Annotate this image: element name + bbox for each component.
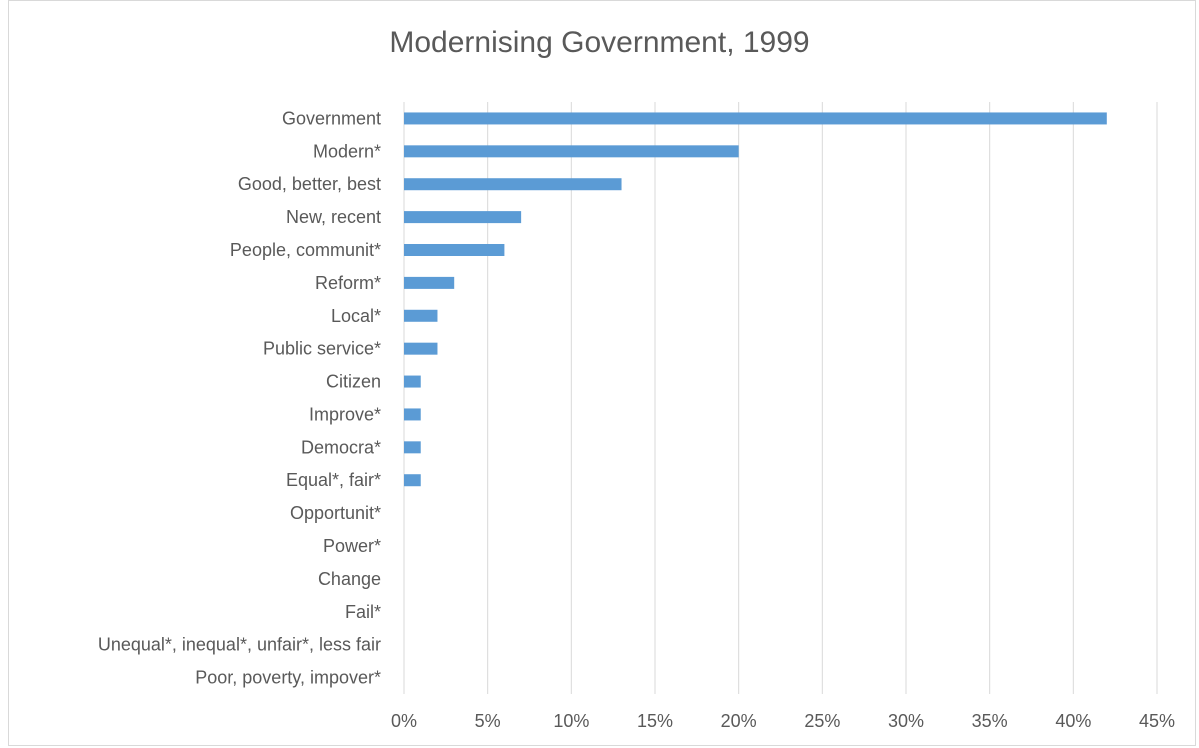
category-label: Modern*	[313, 141, 381, 161]
category-label: Poor, poverty, impover*	[195, 668, 381, 688]
category-label: Citizen	[326, 372, 381, 392]
x-tick-label: 25%	[804, 711, 840, 731]
category-label: Democra*	[301, 437, 381, 457]
bar	[404, 309, 438, 322]
bar	[404, 211, 522, 224]
bar	[404, 112, 1107, 125]
category-label: Public service*	[263, 339, 381, 359]
bar	[404, 244, 505, 256]
category-label: Change	[318, 569, 381, 589]
grid-lines	[403, 102, 1158, 694]
category-label: Reform*	[315, 273, 381, 293]
x-tick-label: 35%	[972, 711, 1008, 731]
category-label: Unequal*, inequal*, unfair*, less fair	[98, 635, 381, 655]
x-tick-label: 0%	[391, 711, 417, 731]
category-label: New, recent	[286, 207, 381, 227]
x-tick-label: 30%	[888, 711, 924, 731]
category-label: People, communit*	[230, 240, 381, 260]
bar	[404, 145, 739, 158]
category-label: Opportunit*	[290, 503, 381, 523]
bar	[404, 342, 438, 355]
bar	[404, 276, 455, 289]
bar	[404, 178, 622, 191]
bar	[404, 408, 421, 421]
category-label: Good, better, best	[238, 174, 381, 194]
category-label: Equal*, fair*	[286, 470, 381, 490]
category-label: Local*	[331, 306, 381, 326]
category-labels: Government Modern* Good, better, best New, …	[98, 108, 381, 687]
x-tick-label: 20%	[721, 711, 757, 731]
x-tick-label: 10%	[553, 711, 589, 731]
x-axis-tick-labels: 0% 5% 10% 15% 20% 25% 30% 35% 40% 45%	[391, 711, 1175, 731]
bars	[404, 112, 1107, 487]
category-label: Improve*	[309, 404, 381, 424]
category-label: Government	[282, 108, 381, 128]
category-label: Power*	[323, 536, 381, 556]
bar	[404, 474, 421, 487]
chart-title: Modernising Government, 1999	[389, 26, 810, 59]
category-label: Fail*	[345, 602, 381, 622]
x-tick-label: 15%	[637, 711, 673, 731]
x-tick-label: 5%	[475, 711, 501, 731]
bar	[404, 375, 421, 388]
bar	[404, 441, 421, 454]
x-tick-label: 45%	[1139, 711, 1175, 731]
x-tick-label: 40%	[1055, 711, 1091, 731]
